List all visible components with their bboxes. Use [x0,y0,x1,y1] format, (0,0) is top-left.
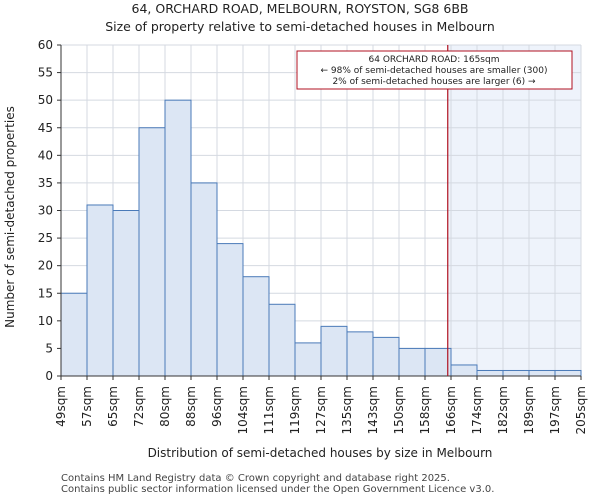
bar [216,243,244,377]
annotation-box: 64 ORCHARD ROAD: 165sqm ← 98% of semi-de… [296,50,573,90]
footer-line-2: Contains public sector information licen… [61,484,495,495]
bar [476,369,504,377]
bar [424,347,452,377]
y-tick-label: 0 [45,369,53,383]
bar [502,369,530,377]
chart-subtitle: Size of property relative to semi-detach… [105,19,495,34]
bar [242,276,270,377]
y-tick-label: 5 [45,341,53,355]
bar [372,336,400,377]
chart-title: 64, ORCHARD ROAD, MELBOURN, ROYSTON, SG8… [131,1,469,16]
bar [268,303,296,377]
y-axis-label: Number of semi-detached properties [3,106,17,328]
x-tick-label: 197sqm [548,386,562,434]
bar [190,182,218,377]
x-tick-label: 57sqm [80,386,94,427]
bar [60,292,88,377]
y-tick-label: 30 [38,204,53,218]
x-tick-label: 150sqm [392,386,406,434]
x-tick-label: 65sqm [106,386,120,427]
bar [294,342,322,377]
x-tick-label: 80sqm [158,386,172,427]
x-tick-label: 205sqm [574,386,588,434]
y-tick-label: 15 [38,286,53,300]
y-tick-label: 10 [38,314,53,328]
annotation-line-2: ← 98% of semi-detached houses are smalle… [321,66,548,76]
x-tick-label: 119sqm [288,386,302,434]
x-tick-label: 72sqm [132,386,146,427]
x-tick-label: 111sqm [262,386,276,434]
x-axis-label: Distribution of semi-detached houses by … [148,446,493,460]
bar [164,99,192,377]
x-tick-label: 49sqm [54,386,68,427]
bar [320,325,348,377]
y-tick-label: 50 [38,93,53,107]
annotation-line-3: 2% of semi-detached houses are larger (6… [332,77,536,87]
x-tick-label: 96sqm [210,386,224,427]
bar [554,369,582,377]
x-tick-label: 88sqm [184,386,198,427]
bar [138,127,166,377]
x-tick-label: 166sqm [444,386,458,434]
y-tick-label: 35 [38,176,53,190]
bar [346,331,374,377]
bar [398,347,426,377]
bar [450,364,478,377]
bar [86,204,114,377]
x-tick-label: 189sqm [522,386,536,434]
x-tick-label: 174sqm [470,386,484,434]
y-tick-label: 45 [38,121,53,135]
y-tick-label: 55 [38,66,53,80]
y-tick-label: 40 [38,148,53,162]
x-tick-label: 135sqm [340,386,354,434]
x-tick-label: 104sqm [236,386,250,434]
annotation-line-1: 64 ORCHARD ROAD: 165sqm [369,55,500,65]
x-tick-label: 158sqm [418,386,432,434]
y-tick-label: 60 [38,38,53,52]
x-tick-label: 182sqm [496,386,510,434]
footer-line-1: Contains HM Land Registry data © Crown c… [61,473,450,484]
bar [528,369,556,377]
bar [112,210,140,377]
x-tick-label: 143sqm [366,386,380,434]
y-tick-label: 25 [38,231,53,245]
x-tick-label: 127sqm [314,386,328,434]
y-tick-label: 20 [38,259,53,273]
